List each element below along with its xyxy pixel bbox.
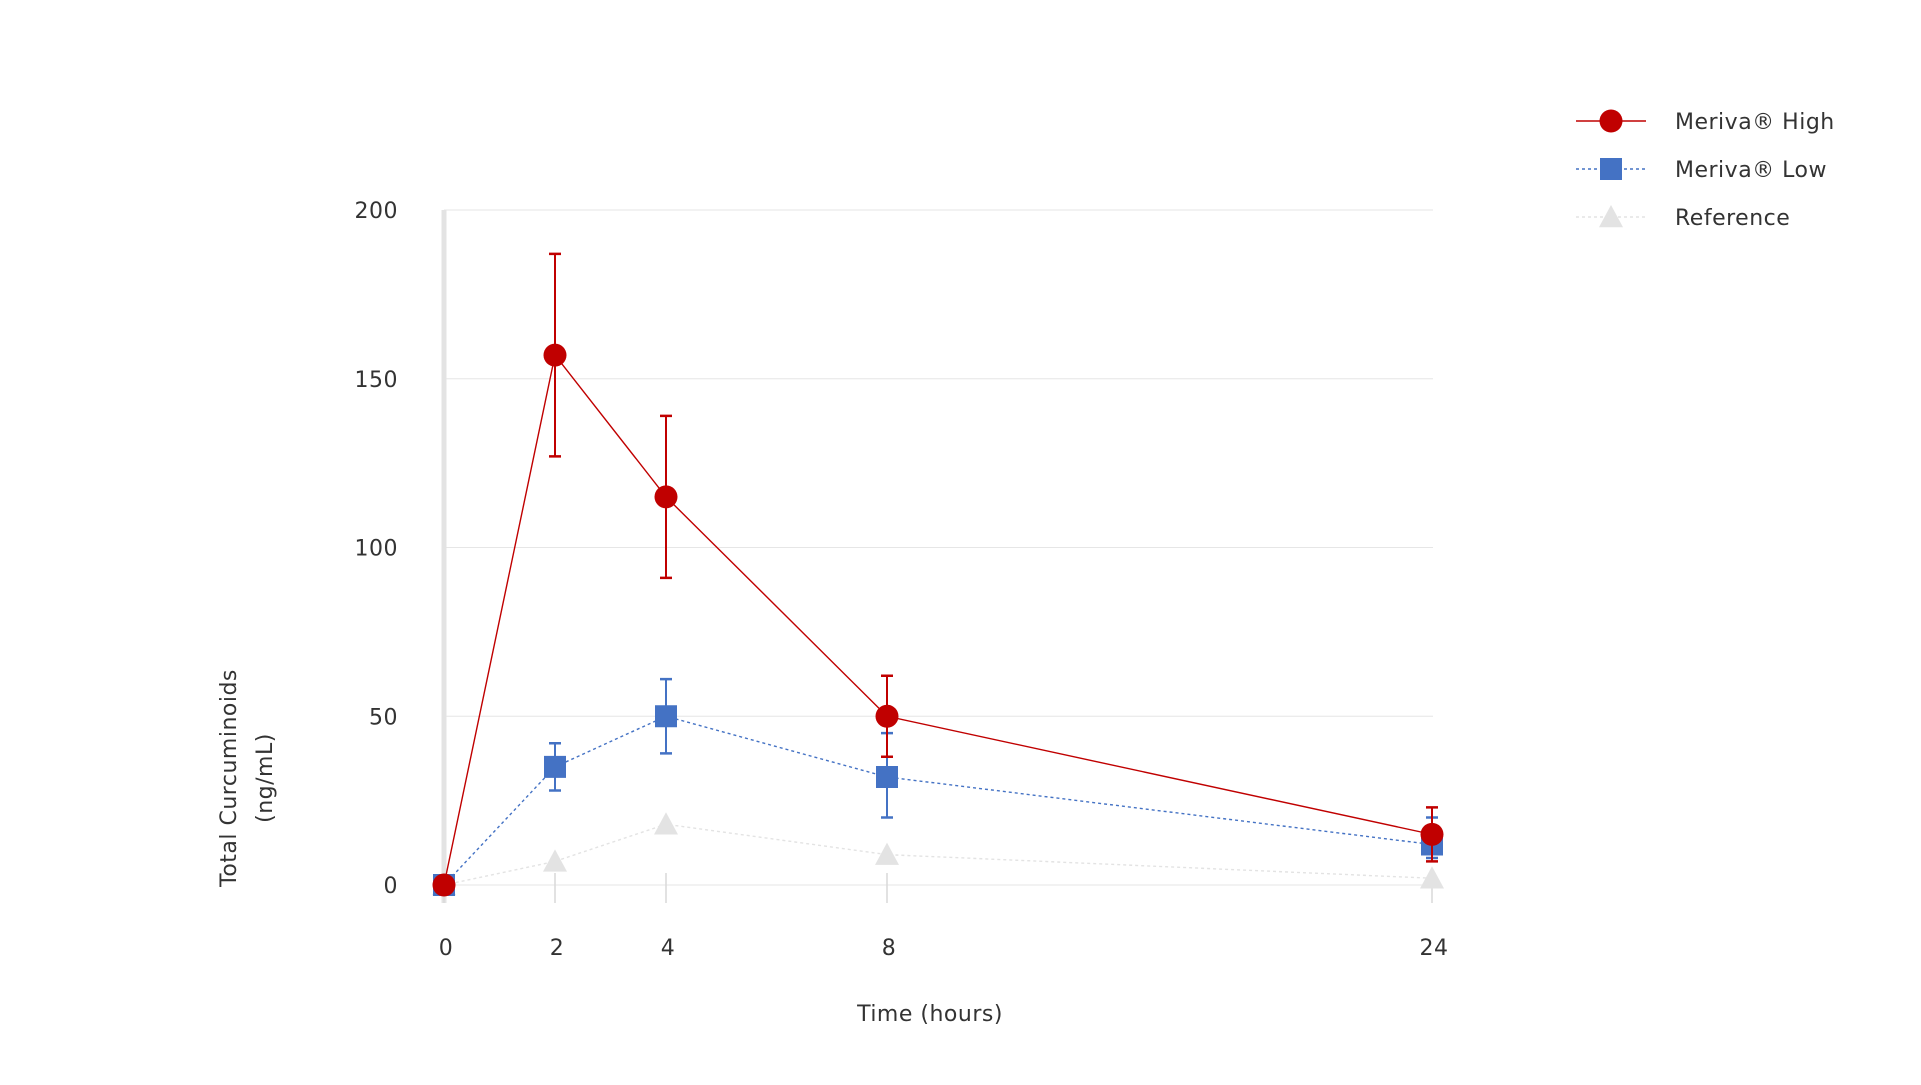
grid-lines [444,209,1433,886]
legend: Meriva® High Meriva® Low Reference [1576,109,1835,231]
series-line-meriva-low [443,715,1433,886]
data-point-meriva-high-0 [432,873,456,897]
data-point-meriva-high-2 [543,343,567,367]
y-tick-label-0: 0 [384,874,399,899]
y-tick-label-100: 100 [355,537,399,562]
data-point-reference-2 [543,849,567,872]
series-line-meriva-high [443,353,1433,886]
legend-label-meriva-high: Meriva® High [1675,110,1835,135]
legend-item-meriva-high: Meriva® High [1576,109,1835,135]
y-tick-label-200: 200 [355,199,399,224]
data-point-meriva-high-8 [875,704,899,728]
legend-item-reference: Reference [1576,205,1790,231]
y-axis-title-line-1: Total Curcuminoids [217,669,242,888]
x-tick-label-8: 8 [882,936,897,961]
legend-marker-meriva-low [1600,158,1622,180]
data-point-reference-8 [875,842,899,865]
series-reference [432,812,1444,896]
data-point-reference-24 [1420,866,1444,889]
data-point-meriva-high-4 [654,485,678,509]
data-point-meriva-low-8 [876,766,898,788]
x-axis-title: Time (hours) [856,1002,1003,1027]
data-point-meriva-low-2 [544,755,566,778]
y-tick-label-50: 50 [369,705,398,730]
data-point-meriva-high-24 [1420,822,1444,846]
data-point-meriva-low-4 [655,705,677,728]
data-point-reference-4 [654,812,678,835]
x-tick-label-24: 24 [1420,936,1449,961]
axes [441,210,1433,903]
legend-item-meriva-low: Meriva® Low [1576,158,1827,183]
legend-marker-meriva-high [1599,109,1623,133]
legend-label-meriva-low: Meriva® Low [1675,158,1827,183]
x-tick-label-2: 2 [550,936,565,961]
series [432,252,1444,897]
y-axis-title: Total Curcuminoids (ng/mL) [217,669,278,888]
y-axis-title-line-2: (ng/mL) [253,733,278,823]
x-tick-label-4: 4 [661,936,676,961]
legend-marker-reference [1599,205,1623,228]
series-meriva-high [432,252,1444,897]
series-line-reference [443,823,1433,886]
x-tick-label-0: 0 [439,936,454,961]
legend-label-reference: Reference [1675,206,1790,231]
series-meriva-low [433,677,1443,896]
y-tick-label-150: 150 [355,368,399,393]
